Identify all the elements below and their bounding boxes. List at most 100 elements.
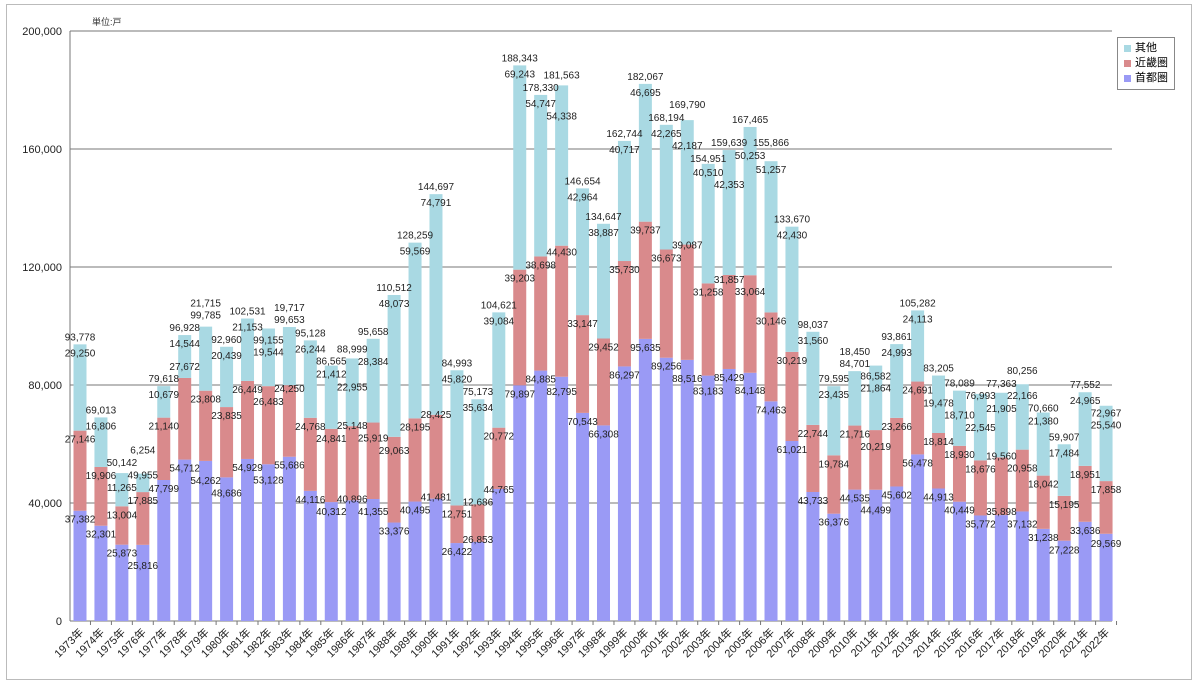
data-label: 20,772 (484, 432, 515, 443)
data-label: 18,710 (944, 411, 975, 422)
bar-segment-近畿圏 (178, 377, 192, 460)
bar-segment-首都圏 (408, 501, 422, 621)
bar-segment-首都圏 (827, 513, 841, 621)
bar-segment-其他 (513, 65, 527, 270)
bar-segment-首都圏 (199, 460, 213, 621)
data-label: 23,266 (881, 422, 912, 433)
bar-segment-其他 (408, 242, 422, 419)
bar-segment-近畿圏 (157, 417, 171, 480)
bar-segment-其他 (764, 161, 778, 313)
total-label: 146,654 (564, 176, 601, 187)
bar-segment-近畿圏 (680, 244, 694, 360)
bar-segment-首都圏 (387, 522, 401, 621)
data-label: 30,146 (756, 316, 787, 327)
data-label: 35,772 (965, 519, 996, 530)
data-label: 33,636 (1070, 526, 1101, 537)
bar-segment-其他 (73, 344, 87, 431)
data-label: 59,569 (400, 247, 431, 258)
data-label: 54,747 (525, 99, 556, 110)
bar-segment-其他 (1078, 392, 1092, 466)
data-label: 10,679 (148, 390, 179, 401)
total-label: 98,037 (798, 320, 829, 331)
bar-segment-近畿圏 (303, 417, 317, 491)
bar-segment-其他 (973, 393, 987, 461)
total-label: 76,993 (965, 391, 996, 402)
bar-segment-首都圏 (785, 440, 799, 621)
data-label: 35,730 (609, 265, 640, 276)
bar-segment-首都圏 (1099, 533, 1113, 621)
bar-segment-其他 (303, 340, 317, 418)
data-label: 25,816 (128, 561, 159, 572)
y-tick-label: 160,000 (22, 144, 62, 156)
data-label: 24,113 (903, 314, 933, 325)
bar-segment-其他 (136, 473, 150, 493)
data-label: 21,412 (316, 370, 347, 381)
data-label: 54,929 (232, 463, 263, 474)
data-label: 31,857 (714, 275, 745, 286)
bar-segment-近畿圏 (576, 315, 590, 413)
data-label: 41,481 (421, 493, 452, 504)
bar-segment-首都圏 (471, 541, 485, 621)
bar-segment-近畿圏 (136, 492, 150, 545)
data-label: 44,913 (923, 493, 954, 504)
bar-segment-近畿圏 (199, 390, 213, 461)
bar-segment-近畿圏 (345, 426, 359, 501)
data-label: 48,686 (211, 488, 242, 499)
bar-segment-首都圏 (1078, 521, 1092, 621)
data-label: 19,784 (819, 459, 850, 470)
data-label: 24,841 (316, 434, 347, 445)
bar-segment-近畿圏 (1099, 481, 1113, 534)
data-label: 89,256 (651, 362, 682, 373)
bar-segment-其他 (345, 358, 359, 427)
data-label: 29,250 (65, 348, 96, 359)
data-label: 25,873 (107, 549, 138, 560)
data-label: 61,021 (777, 445, 808, 456)
bar-segment-近畿圏 (324, 428, 338, 503)
bar-segment-其他 (806, 331, 820, 425)
bar-segment-其他 (471, 399, 485, 505)
data-label: 24,691 (902, 386, 933, 397)
data-label: 33,064 (735, 287, 766, 298)
data-label: 35,898 (986, 507, 1017, 518)
data-label: 26,483 (253, 397, 284, 408)
y-tick-label: 40,000 (28, 498, 62, 510)
total-label: 182,067 (627, 72, 664, 83)
total-label: 155,866 (753, 138, 790, 149)
bar-segment-首都圏 (617, 366, 631, 621)
bar-segment-其他 (638, 83, 652, 222)
bar-segment-其他 (241, 318, 255, 381)
data-label: 27,228 (1049, 546, 1080, 557)
data-label: 43,733 (798, 496, 829, 507)
total-label: 80,256 (1007, 366, 1038, 377)
total-label: 79,595 (819, 374, 850, 385)
data-label: 42,964 (567, 192, 598, 203)
bar-segment-近畿圏 (513, 269, 527, 386)
bar-segment-其他 (743, 126, 757, 276)
data-label: 74,791 (421, 198, 452, 209)
total-label: 59,907 (1049, 432, 1080, 443)
bar-segment-首都圏 (282, 456, 296, 621)
data-label: 19,544 (253, 347, 284, 358)
bar-segment-近畿圏 (429, 414, 443, 499)
data-label: 23,435 (819, 390, 850, 401)
chart-frame (6, 4, 1192, 680)
bar-segment-其他 (282, 327, 296, 386)
bar-segment-其他 (785, 226, 799, 352)
bar-segment-其他 (534, 94, 548, 257)
data-label: 24,965 (1070, 396, 1101, 407)
data-label: 24,993 (881, 348, 912, 359)
bar-segment-近畿圏 (911, 381, 925, 455)
y-tick-label: 0 (56, 616, 62, 628)
data-label: 40,510 (693, 168, 724, 179)
data-label: 79,897 (504, 389, 535, 400)
total-label: 144,697 (418, 182, 455, 193)
data-label: 14,544 (169, 339, 200, 350)
legend-item: 其他 (1124, 41, 1168, 56)
data-label: 19,906 (86, 471, 117, 482)
data-label: 42,430 (777, 231, 808, 242)
data-label: 19,478 (923, 399, 954, 410)
data-label: 39,084 (484, 316, 515, 327)
bar-segment-其他 (597, 223, 610, 339)
bar-segment-首都圏 (220, 477, 234, 621)
